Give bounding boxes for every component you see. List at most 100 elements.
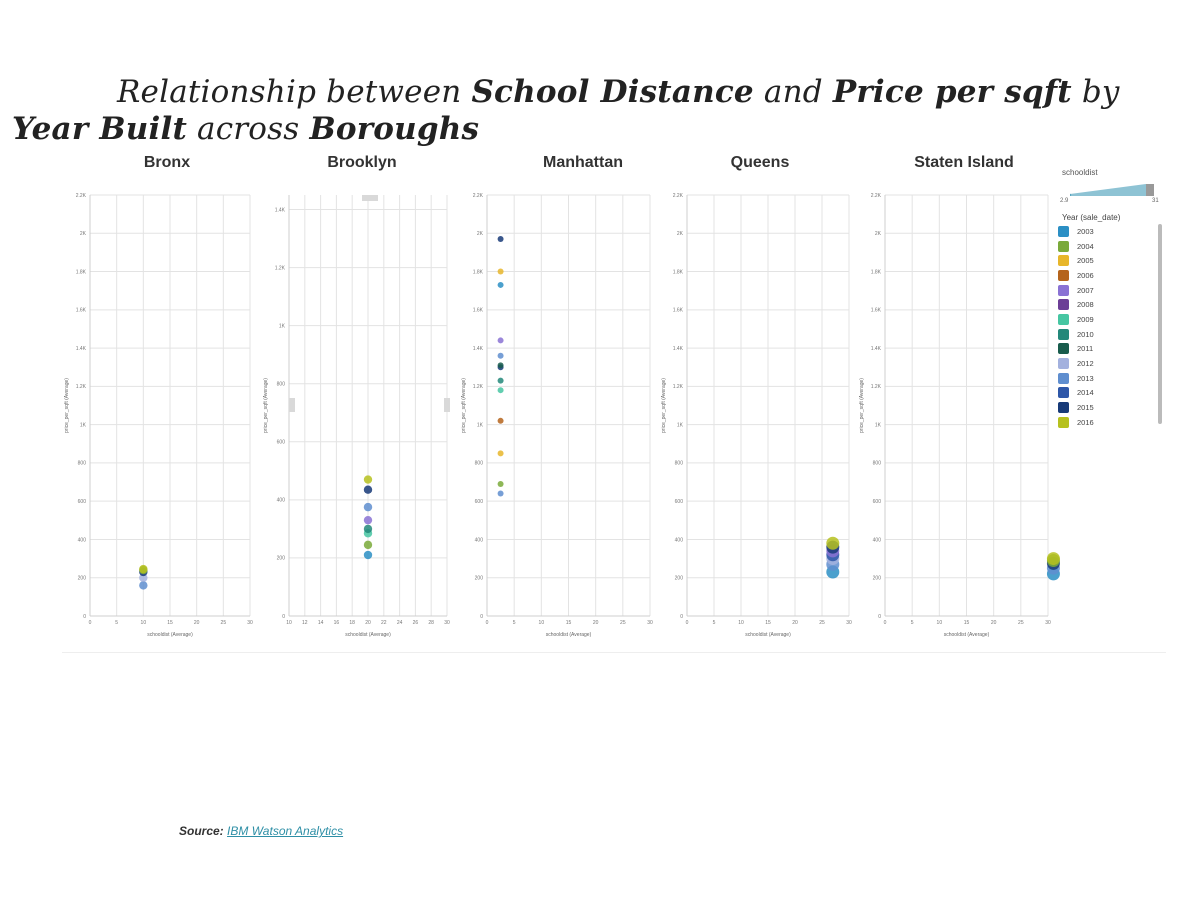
x-axis-label: schooldist (Average) (345, 632, 391, 638)
legend-label: 2005 (1077, 256, 1094, 266)
y-tick-label: 1K (279, 323, 286, 329)
y-tick-label: 800 (78, 461, 87, 467)
x-axis-label: schooldist (Average) (546, 632, 592, 638)
x-tick-label: 25 (1018, 620, 1024, 626)
y-tick-label: 1.8K (473, 269, 484, 275)
x-tick-label: 10 (539, 620, 545, 626)
x-tick-label: 15 (765, 620, 771, 626)
y-tick-label: 400 (475, 537, 484, 543)
x-axis-label: schooldist (Average) (745, 632, 791, 638)
x-tick-label: 0 (486, 620, 489, 626)
x-tick-label: 16 (334, 620, 340, 626)
data-point (363, 485, 373, 494)
legend-item[interactable]: 2007 (1058, 283, 1094, 298)
visualization-panel (62, 150, 1166, 653)
facet-staten-island: Staten Island 0 5 10 15 20 25 30 0 200 400 600 800 1K… (859, 154, 1060, 638)
legend-swatch (1058, 240, 1069, 252)
y-tick-label: 0 (480, 614, 483, 620)
legend-label: 2008 (1077, 300, 1094, 310)
legend-item[interactable]: 2015 (1058, 400, 1094, 415)
y-tick-label: 1.2K (871, 384, 882, 390)
size-legend-max: 31 (1152, 198, 1159, 204)
legend-item[interactable]: 2010 (1058, 327, 1094, 342)
legend-swatch (1058, 284, 1069, 296)
data-point (497, 352, 504, 359)
facet-title: Bronx (144, 154, 190, 171)
legend-label: 2007 (1077, 285, 1094, 295)
y-tick-label: 600 (475, 499, 484, 505)
x-tick-label: 28 (428, 620, 434, 626)
x-tick-label: 26 (413, 620, 419, 626)
source-link[interactable]: IBM Watson Analytics (227, 824, 344, 838)
zoom-handle-left (289, 398, 295, 412)
data-point (497, 450, 504, 457)
x-tick-label: 20 (792, 620, 798, 626)
y-tick-label: 0 (680, 614, 683, 620)
facet-title: Manhattan (543, 154, 623, 171)
y-tick-label: 1.8K (871, 269, 882, 275)
title-part: School Distance (471, 74, 754, 110)
legend-item[interactable]: 2005 (1058, 253, 1094, 268)
facet-manhattan: Manhattan 0 5 10 15 20 25 30 0 200 400 600 800 1K 1.2K… (461, 154, 653, 638)
x-axis-label: schooldist (Average) (147, 632, 193, 638)
title-part: Boroughs (309, 111, 480, 147)
data-point (363, 502, 373, 512)
y-tick-label: 800 (675, 461, 684, 467)
x-tick-label: 15 (566, 620, 572, 626)
zoom-handle-right (444, 398, 450, 412)
x-tick-label: 10 (738, 620, 744, 626)
legend-swatch (1058, 299, 1069, 311)
chart-title: Relationship between School Distance and… (12, 74, 1192, 148)
facet-queens: Queens 0 5 10 15 20 25 30 0 200 400 600 800 1K 1.2K 1.4… (661, 154, 852, 638)
data-point (497, 337, 504, 344)
legend-swatch (1058, 269, 1069, 281)
y-tick-label: 400 (873, 537, 882, 543)
legend-item[interactable]: 2011 (1058, 342, 1094, 357)
x-tick-label: 5 (713, 620, 716, 626)
facet-brooklyn: Brooklyn 10 12 14 16 18 20 22 24 26 28 30 0 200 400 600… (263, 154, 450, 638)
y-tick-label: 600 (873, 499, 882, 505)
y-tick-label: 2K (677, 231, 684, 237)
x-tick-label: 30 (647, 620, 653, 626)
data-point (1046, 552, 1060, 566)
data-point (363, 540, 373, 550)
x-tick-label: 24 (397, 620, 403, 626)
legend-label: 2009 (1077, 314, 1094, 324)
x-tick-label: 5 (115, 620, 118, 626)
legend-item[interactable]: 2006 (1058, 268, 1094, 283)
legend-item[interactable]: 2004 (1058, 239, 1094, 254)
x-axis-label: schooldist (Average) (944, 632, 990, 638)
x-tick-label: 0 (686, 620, 689, 626)
y-tick-label: 1.4K (76, 346, 87, 352)
title-part: Price per sqft (832, 74, 1072, 110)
legend-item[interactable]: 2016 (1058, 415, 1094, 430)
data-point (497, 281, 504, 288)
x-tick-label: 30 (444, 620, 450, 626)
legend-item[interactable]: 2013 (1058, 371, 1094, 386)
legend-swatch (1058, 328, 1069, 340)
legend-label: 2003 (1077, 226, 1094, 236)
legend-item[interactable]: 2008 (1058, 297, 1094, 312)
y-tick-label: 2K (80, 231, 87, 237)
title-part: across (186, 111, 310, 147)
data-point (363, 550, 373, 560)
legend-swatch (1058, 416, 1069, 428)
legend-item[interactable]: 2009 (1058, 312, 1094, 327)
legend-label: 2011 (1077, 344, 1094, 354)
y-tick-label: 1.8K (76, 269, 87, 275)
x-tick-label: 20 (991, 620, 997, 626)
facet-title: Brooklyn (327, 154, 396, 171)
y-tick-label: 800 (475, 461, 484, 467)
legend-scrollbar[interactable] (1158, 224, 1162, 424)
legend-item[interactable]: 2012 (1058, 356, 1094, 371)
y-tick-label: 1K (677, 422, 684, 428)
y-tick-label: 400 (675, 537, 684, 543)
y-tick-label: 1.2K (673, 384, 684, 390)
y-tick-label: 1K (80, 422, 87, 428)
legend-item[interactable]: 2003 (1058, 224, 1094, 239)
source-label: Source: (179, 824, 224, 838)
y-tick-label: 1K (477, 422, 484, 428)
legend-swatch (1058, 343, 1069, 355)
y-tick-label: 0 (83, 614, 86, 620)
legend-item[interactable]: 2014 (1058, 386, 1094, 401)
